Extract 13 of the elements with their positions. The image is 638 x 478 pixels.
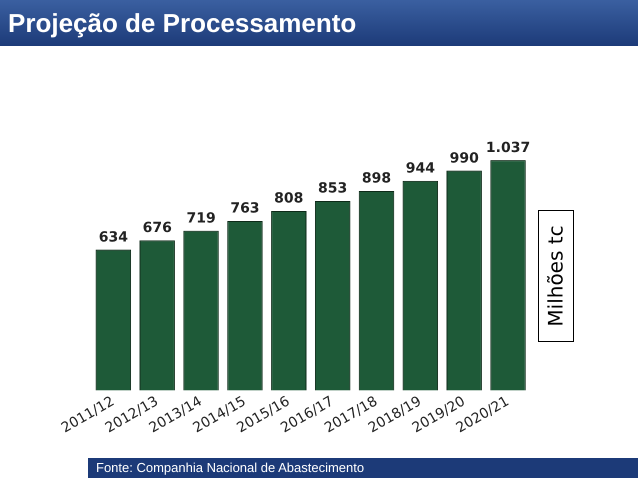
data-label: 990 [450,150,480,166]
data-label: 1.037 [486,140,530,156]
data-label: 944 [406,160,436,176]
data-label: 676 [142,220,172,236]
y-axis-title: Milhões tc [544,225,568,327]
chart-title: Projeção de Processamento [0,0,638,46]
data-label: 808 [274,190,304,207]
data-label: 853 [318,180,348,197]
data-label: 763 [230,200,260,217]
data-label: 634 [98,229,128,246]
data-label: 719 [186,210,216,226]
data-label: 898 [362,170,392,187]
source-note: Fonte: Companhia Nacional de Abastecimento [88,458,638,478]
